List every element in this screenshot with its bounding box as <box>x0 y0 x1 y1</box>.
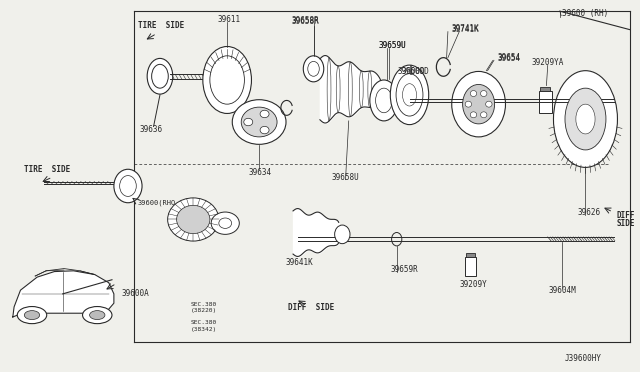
Ellipse shape <box>470 112 477 118</box>
Ellipse shape <box>168 198 219 241</box>
Text: TIRE  SIDE: TIRE SIDE <box>138 21 184 30</box>
Ellipse shape <box>481 90 487 96</box>
Ellipse shape <box>452 71 506 137</box>
Text: 39600D: 39600D <box>398 67 426 76</box>
Text: 39659U: 39659U <box>379 41 406 50</box>
Ellipse shape <box>211 212 239 234</box>
Text: 39741K: 39741K <box>451 25 479 33</box>
Circle shape <box>17 307 47 324</box>
Ellipse shape <box>244 118 253 126</box>
Text: 39209YA: 39209YA <box>532 58 564 67</box>
Circle shape <box>90 311 105 320</box>
Ellipse shape <box>203 46 252 113</box>
Text: SEC.380: SEC.380 <box>191 302 217 307</box>
Text: 39600A: 39600A <box>122 289 149 298</box>
Bar <box>540 87 550 91</box>
Text: 39209Y: 39209Y <box>460 280 487 289</box>
Text: DIFF: DIFF <box>616 211 635 219</box>
Text: 39641K: 39641K <box>285 258 313 267</box>
Text: 39658R: 39658R <box>292 17 319 26</box>
Ellipse shape <box>481 112 487 118</box>
Ellipse shape <box>335 225 350 244</box>
Ellipse shape <box>260 110 269 118</box>
Polygon shape <box>13 271 114 317</box>
Text: (38342): (38342) <box>191 327 217 332</box>
Ellipse shape <box>465 101 472 107</box>
Text: 39636: 39636 <box>140 125 163 134</box>
Text: SEC.380: SEC.380 <box>191 320 217 326</box>
Text: 39658R: 39658R <box>292 16 319 25</box>
Ellipse shape <box>177 205 210 234</box>
Text: 39741K: 39741K <box>451 24 479 33</box>
Polygon shape <box>465 257 476 276</box>
Text: 39659R: 39659R <box>390 265 418 274</box>
Bar <box>466 253 475 257</box>
Ellipse shape <box>114 169 142 203</box>
Ellipse shape <box>463 84 495 124</box>
Text: 39626: 39626 <box>578 208 601 217</box>
Text: 39634: 39634 <box>248 168 271 177</box>
Ellipse shape <box>470 90 477 96</box>
Circle shape <box>83 307 112 324</box>
Text: 39600D: 39600D <box>402 67 429 76</box>
Text: 39600 (RH): 39600 (RH) <box>562 9 608 17</box>
Text: TIRE  SIDE: TIRE SIDE <box>24 165 70 174</box>
Circle shape <box>24 311 40 320</box>
Text: DIFF  SIDE: DIFF SIDE <box>288 302 334 311</box>
Ellipse shape <box>260 126 269 134</box>
Text: 39604M: 39604M <box>549 286 577 295</box>
Ellipse shape <box>554 71 618 167</box>
Ellipse shape <box>486 101 492 107</box>
Ellipse shape <box>576 104 595 134</box>
Text: J39600HY: J39600HY <box>564 354 602 363</box>
Text: 39600(RHO: 39600(RHO <box>138 200 176 206</box>
Ellipse shape <box>390 65 429 125</box>
Text: 39659U: 39659U <box>379 41 406 49</box>
Ellipse shape <box>370 80 398 121</box>
Ellipse shape <box>147 58 173 94</box>
Ellipse shape <box>303 56 324 82</box>
Ellipse shape <box>232 100 286 144</box>
Text: (38220): (38220) <box>191 308 217 314</box>
Polygon shape <box>539 91 552 113</box>
Text: 39611: 39611 <box>218 15 241 24</box>
Text: SIDE: SIDE <box>616 219 635 228</box>
Text: 39654: 39654 <box>498 53 521 62</box>
Text: 39654: 39654 <box>498 54 521 62</box>
Ellipse shape <box>241 107 277 137</box>
Text: 39658U: 39658U <box>332 173 359 182</box>
Ellipse shape <box>565 88 606 150</box>
